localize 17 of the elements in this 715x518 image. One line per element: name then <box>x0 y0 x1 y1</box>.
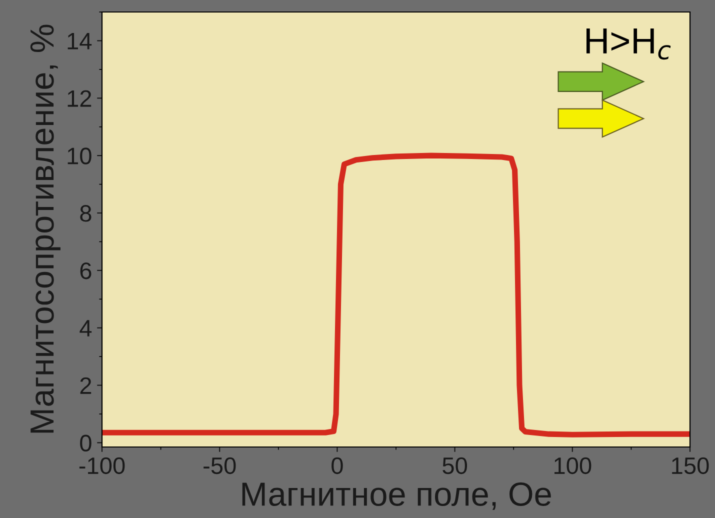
x-tick-label: -100 <box>79 457 125 474</box>
x-tick-label: 50 <box>442 457 468 474</box>
y-tick-label: 6 <box>80 262 92 280</box>
y-axis-title: Магнитосопротивление, % <box>30 24 60 433</box>
x-tick-label: 0 <box>332 457 343 474</box>
y-tick-label: 8 <box>80 205 92 222</box>
x-axis-title: Магнитное поле, Oe <box>242 482 551 510</box>
x-tick-label: -50 <box>204 457 236 474</box>
y-tick-label: 10 <box>68 148 92 164</box>
y-tick-label: 0 <box>80 434 92 452</box>
x-tick-label: 100 <box>554 457 592 474</box>
x-tick-label: 150 <box>672 457 709 474</box>
y-tick-label: 2 <box>80 377 92 394</box>
annotation: H>H$_{c}$ <box>586 28 671 60</box>
y-tick-label: 12 <box>68 90 92 107</box>
y-tick-label: 14 <box>68 33 92 50</box>
y-tick-label: 4 <box>80 320 92 336</box>
